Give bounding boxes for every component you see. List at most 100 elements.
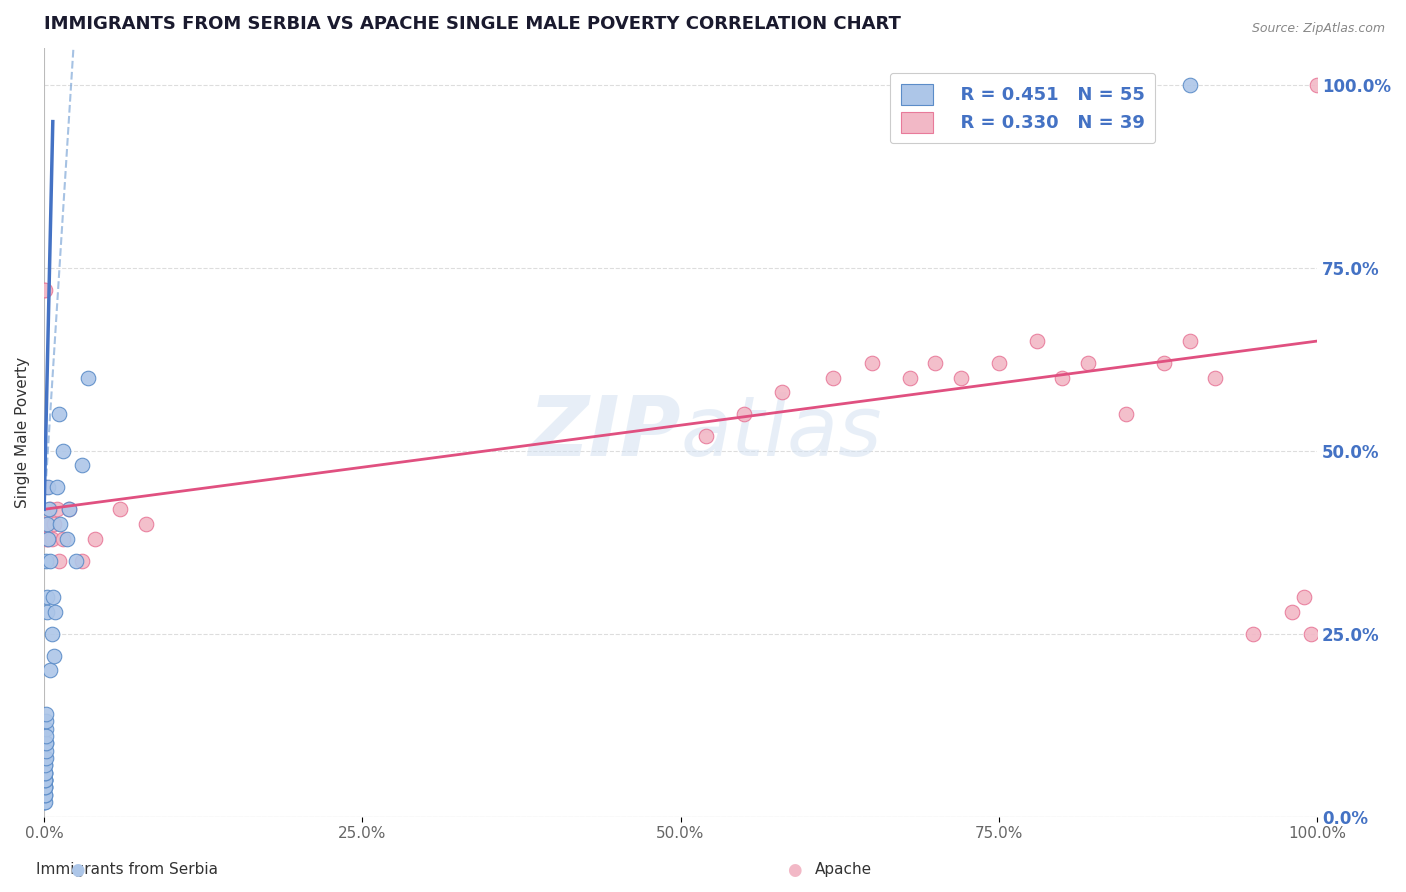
Point — [34, 283, 56, 297]
Point — [32, 795, 55, 809]
Point — [44, 605, 66, 619]
Point — [34, 780, 56, 795]
Point — [34, 516, 56, 531]
Text: Immigrants from Serbia: Immigrants from Serbia — [35, 863, 218, 877]
Text: ●: ● — [787, 861, 801, 879]
Point — [34, 751, 56, 765]
Point — [35, 707, 58, 722]
Point — [56, 532, 79, 546]
Point — [34, 736, 56, 750]
Point — [1243, 626, 1265, 640]
Point — [34, 480, 56, 494]
Point — [37, 605, 59, 619]
Point — [34, 780, 56, 795]
Point — [37, 532, 59, 546]
Point — [987, 356, 1010, 370]
Point — [48, 553, 70, 567]
Text: Apache: Apache — [815, 863, 872, 877]
Point — [770, 385, 793, 400]
Text: ZIP: ZIP — [527, 392, 681, 473]
Y-axis label: Single Male Poverty: Single Male Poverty — [15, 357, 30, 508]
Point — [1299, 626, 1322, 640]
Point — [733, 407, 755, 421]
Point — [45, 480, 67, 494]
Point — [42, 516, 65, 531]
Point — [32, 795, 55, 809]
Point — [42, 590, 65, 604]
Point — [34, 751, 56, 765]
Point — [1294, 590, 1316, 604]
Point — [70, 553, 93, 567]
Point — [695, 429, 717, 443]
Point — [34, 283, 56, 297]
Point — [860, 356, 883, 370]
Point — [42, 648, 65, 663]
Point — [35, 729, 58, 743]
Point — [34, 744, 56, 758]
Point — [32, 788, 55, 802]
Point — [1052, 370, 1074, 384]
Point — [48, 407, 70, 421]
Point — [1077, 356, 1099, 370]
Point — [52, 532, 75, 546]
Point — [39, 502, 62, 516]
Point — [37, 480, 59, 494]
Point — [58, 502, 80, 516]
Point — [34, 772, 56, 787]
Point — [35, 590, 58, 604]
Point — [1306, 78, 1329, 92]
Point — [34, 795, 56, 809]
Point — [34, 780, 56, 795]
Point — [1281, 605, 1303, 619]
Point — [35, 553, 58, 567]
Point — [110, 502, 132, 516]
Point — [898, 370, 921, 384]
Point — [35, 722, 58, 736]
Point — [34, 788, 56, 802]
Point — [38, 663, 60, 677]
Point — [37, 532, 59, 546]
Point — [1153, 356, 1175, 370]
Point — [38, 502, 60, 516]
Point — [77, 370, 100, 384]
Point — [35, 532, 58, 546]
Point — [34, 772, 56, 787]
Point — [823, 370, 845, 384]
Point — [35, 714, 58, 729]
Point — [949, 370, 972, 384]
Point — [34, 772, 56, 787]
Point — [35, 516, 58, 531]
Point — [924, 356, 946, 370]
Text: atlas: atlas — [681, 392, 882, 473]
Point — [34, 765, 56, 780]
Point — [1026, 334, 1049, 348]
Point — [41, 532, 63, 546]
Point — [34, 758, 56, 772]
Point — [1115, 407, 1137, 421]
Point — [34, 780, 56, 795]
Point — [34, 788, 56, 802]
Point — [32, 788, 55, 802]
Legend:   R = 0.451   N = 55,   R = 0.330   N = 39: R = 0.451 N = 55, R = 0.330 N = 39 — [890, 73, 1156, 144]
Point — [83, 532, 105, 546]
Point — [41, 626, 63, 640]
Text: ●: ● — [70, 861, 84, 879]
Point — [35, 736, 58, 750]
Point — [65, 553, 87, 567]
Point — [58, 502, 80, 516]
Point — [39, 553, 62, 567]
Point — [34, 772, 56, 787]
Point — [34, 765, 56, 780]
Point — [135, 516, 157, 531]
Point — [1178, 78, 1201, 92]
Point — [70, 458, 93, 473]
Point — [34, 788, 56, 802]
Point — [34, 772, 56, 787]
Text: Source: ZipAtlas.com: Source: ZipAtlas.com — [1251, 22, 1385, 36]
Point — [52, 443, 75, 458]
Point — [45, 502, 67, 516]
Point — [34, 765, 56, 780]
Point — [1178, 334, 1201, 348]
Point — [32, 780, 55, 795]
Point — [1204, 370, 1226, 384]
